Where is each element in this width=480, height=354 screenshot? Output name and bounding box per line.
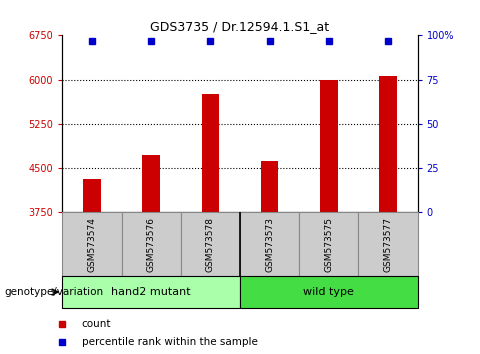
Text: GSM573573: GSM573573 (265, 217, 274, 272)
Text: GSM573578: GSM573578 (206, 217, 215, 272)
Bar (142, 155, 160, 212)
Bar (181, 212, 240, 276)
Text: wild type: wild type (303, 287, 354, 297)
Bar (62, 212, 121, 276)
Bar (320, 80, 338, 212)
Text: percentile rank within the sample: percentile rank within the sample (82, 337, 257, 348)
Bar (379, 76, 397, 212)
Bar (299, 212, 359, 276)
Text: GSM573576: GSM573576 (147, 217, 156, 272)
Text: GSM573575: GSM573575 (324, 217, 333, 272)
Bar (261, 161, 278, 212)
Bar (240, 212, 299, 276)
Text: GSM573574: GSM573574 (87, 217, 96, 272)
Title: GDS3735 / Dr.12594.1.S1_at: GDS3735 / Dr.12594.1.S1_at (150, 20, 330, 33)
Text: GSM573577: GSM573577 (384, 217, 393, 272)
Text: hand2 mutant: hand2 mutant (111, 287, 191, 297)
Bar (359, 212, 418, 276)
Bar (83, 179, 101, 212)
Text: count: count (82, 319, 111, 329)
Bar (240, 276, 418, 308)
Text: genotype/variation: genotype/variation (5, 287, 104, 297)
Bar (62, 276, 240, 308)
Bar (202, 95, 219, 212)
Bar (121, 212, 181, 276)
